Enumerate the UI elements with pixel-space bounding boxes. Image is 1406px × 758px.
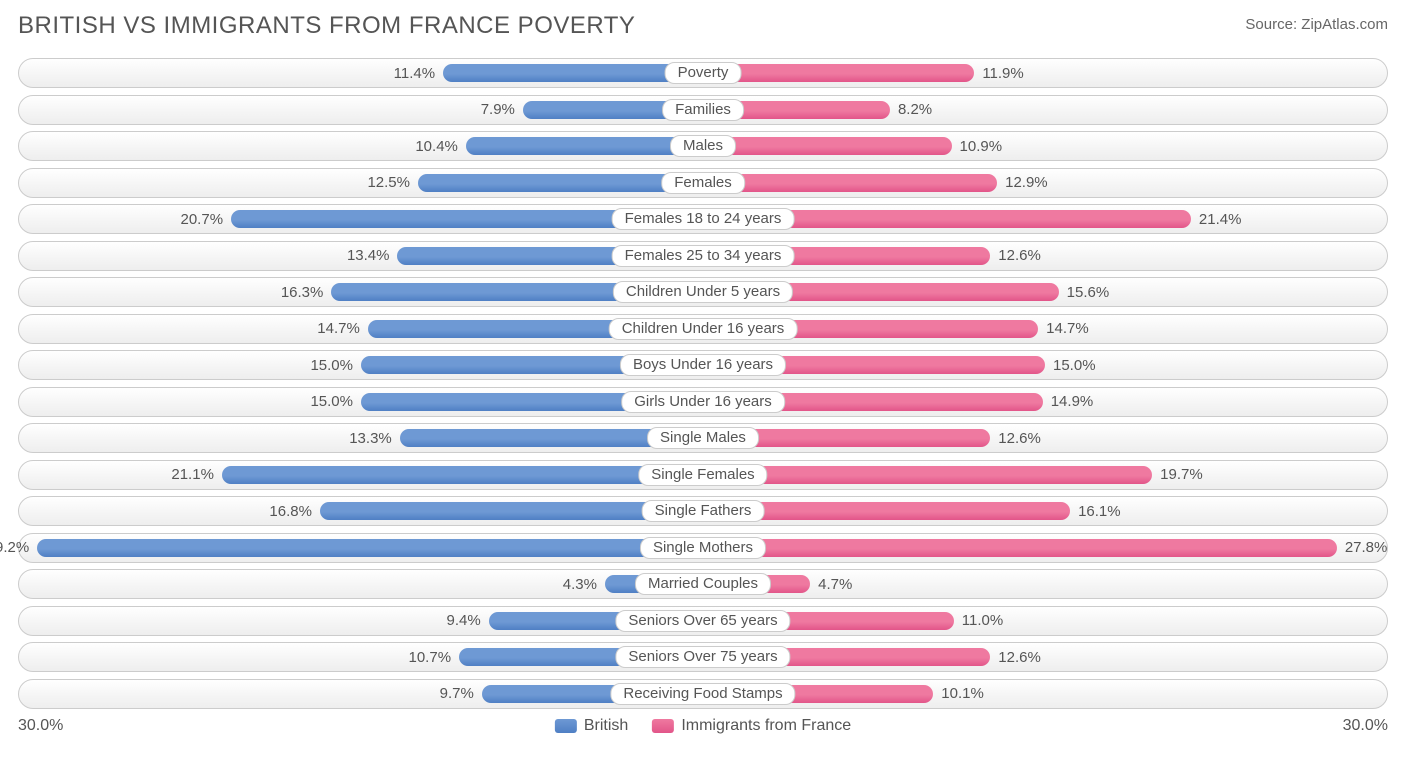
chart-source: Source: ZipAtlas.com (1245, 16, 1388, 33)
value-label-british: 14.7% (312, 315, 368, 343)
chart-row: 13.4% 12.6% Females 25 to 34 years (18, 241, 1388, 271)
value-label-france: 27.8% (1337, 534, 1393, 562)
value-label-france: 16.1% (1070, 497, 1126, 525)
value-label-france: 19.7% (1152, 461, 1208, 489)
chart-container: BRITISH VS IMMIGRANTS FROM FRANCE POVERT… (0, 0, 1406, 758)
chart-rows: 11.4%11.9%Poverty7.9%8.2%Families10.4%10… (18, 58, 1388, 709)
category-label: Single Fathers (642, 500, 765, 522)
value-label-france: 14.9% (1043, 388, 1099, 416)
chart-row: 10.7% 12.6% Seniors Over 75 years (18, 642, 1388, 672)
category-label: Females 18 to 24 years (612, 208, 795, 230)
chart-row: 15.0% 15.0% Boys Under 16 years (18, 350, 1388, 380)
axis-max-right: 30.0% (1343, 717, 1388, 735)
category-label: Poverty (665, 62, 742, 84)
value-label-british: 16.8% (264, 497, 320, 525)
category-label: Children Under 16 years (609, 318, 798, 340)
chart-row: 14.7% 14.7% Children Under 16 years (18, 314, 1388, 344)
category-label: Married Couples (635, 573, 771, 595)
value-label-france: 11.0% (954, 607, 1010, 635)
value-label-british: 15.0% (305, 388, 361, 416)
value-label-british: 15.0% (305, 351, 361, 379)
category-label: Receiving Food Stamps (610, 683, 795, 705)
legend-item-british: British (555, 717, 628, 735)
chart-row: 15.0% 14.9% Girls Under 16 years (18, 387, 1388, 417)
value-label-france: 14.7% (1038, 315, 1094, 343)
value-label-british: 13.4% (341, 242, 397, 270)
source-name: ZipAtlas.com (1301, 16, 1388, 33)
category-label: Seniors Over 65 years (615, 610, 790, 632)
value-label-british: 4.3% (549, 570, 605, 598)
chart-row: 12.5% 12.9% Females (18, 168, 1388, 198)
chart-legend: British Immigrants from France (555, 717, 851, 735)
chart-footer: 30.0% 30.0% British Immigrants from Fran… (18, 715, 1388, 741)
bar-british (466, 137, 703, 155)
legend-label-british: British (584, 717, 628, 735)
value-label-british: 21.1% (166, 461, 222, 489)
chart-row: 29.2%27.8%Single Mothers (18, 533, 1388, 563)
bar-france (703, 64, 974, 82)
category-label: Single Females (638, 464, 767, 486)
bar-france (703, 539, 1337, 557)
value-label-british: 16.3% (275, 278, 331, 306)
value-label-france: 11.9% (974, 59, 1030, 87)
value-label-british: 12.5% (362, 169, 418, 197)
category-label: Females (661, 172, 745, 194)
value-label-british: 10.4% (410, 132, 466, 160)
category-label: Boys Under 16 years (620, 354, 786, 376)
chart-row: 4.3% 4.7% Married Couples (18, 569, 1388, 599)
value-label-france: 10.1% (933, 680, 989, 708)
chart-title: BRITISH VS IMMIGRANTS FROM FRANCE POVERT… (18, 12, 635, 40)
bar-british (37, 539, 703, 557)
value-label-france: 8.2% (890, 96, 946, 124)
value-label-france: 15.0% (1045, 351, 1101, 379)
chart-row: 20.7% 21.4% Females 18 to 24 years (18, 204, 1388, 234)
legend-item-france: Immigrants from France (652, 717, 851, 735)
value-label-france: 12.6% (990, 643, 1046, 671)
value-label-france: 21.4% (1191, 205, 1247, 233)
bar-france (703, 174, 997, 192)
value-label-france: 12.9% (997, 169, 1053, 197)
chart-row: 9.4% 11.0% Seniors Over 65 years (18, 606, 1388, 636)
category-label: Single Males (647, 427, 759, 449)
value-label-british: 9.7% (426, 680, 482, 708)
legend-swatch-france (652, 719, 674, 733)
chart-row: 21.1% 19.7% Single Females (18, 460, 1388, 490)
value-label-british: 10.7% (403, 643, 459, 671)
chart-row: 9.7% 10.1% Receiving Food Stamps (18, 679, 1388, 709)
category-label: Single Mothers (640, 537, 766, 559)
category-label: Males (670, 135, 736, 157)
value-label-france: 10.9% (952, 132, 1008, 160)
category-label: Children Under 5 years (613, 281, 793, 303)
value-label-british: 9.4% (433, 607, 489, 635)
chart-row: 7.9% 8.2% Families (18, 95, 1388, 125)
bar-france (703, 137, 952, 155)
chart-row: 10.4% 10.9% Males (18, 131, 1388, 161)
value-label-british: 13.3% (344, 424, 400, 452)
value-label-france: 4.7% (810, 570, 866, 598)
category-label: Families (662, 99, 744, 121)
category-label: Females 25 to 34 years (612, 245, 795, 267)
value-label-british: 11.4% (387, 59, 443, 87)
bar-british (222, 466, 703, 484)
chart-row: 16.8% 16.1% Single Fathers (18, 496, 1388, 526)
value-label-france: 12.6% (990, 242, 1046, 270)
category-label: Girls Under 16 years (621, 391, 785, 413)
category-label: Seniors Over 75 years (615, 646, 790, 668)
bar-france (703, 466, 1152, 484)
chart-row: 13.3% 12.6% Single Males (18, 423, 1388, 453)
value-label-british: 7.9% (467, 96, 523, 124)
value-label-british: 20.7% (175, 205, 231, 233)
source-prefix: Source: (1245, 16, 1301, 33)
chart-row: 16.3% 15.6% Children Under 5 years (18, 277, 1388, 307)
chart-header: BRITISH VS IMMIGRANTS FROM FRANCE POVERT… (18, 12, 1388, 40)
value-label-france: 12.6% (990, 424, 1046, 452)
value-label-france: 15.6% (1059, 278, 1115, 306)
legend-label-france: Immigrants from France (681, 717, 851, 735)
axis-max-left: 30.0% (18, 717, 63, 735)
chart-row: 11.4% 11.9% Poverty (18, 58, 1388, 88)
value-label-british: 29.2% (0, 534, 37, 562)
legend-swatch-british (555, 719, 577, 733)
